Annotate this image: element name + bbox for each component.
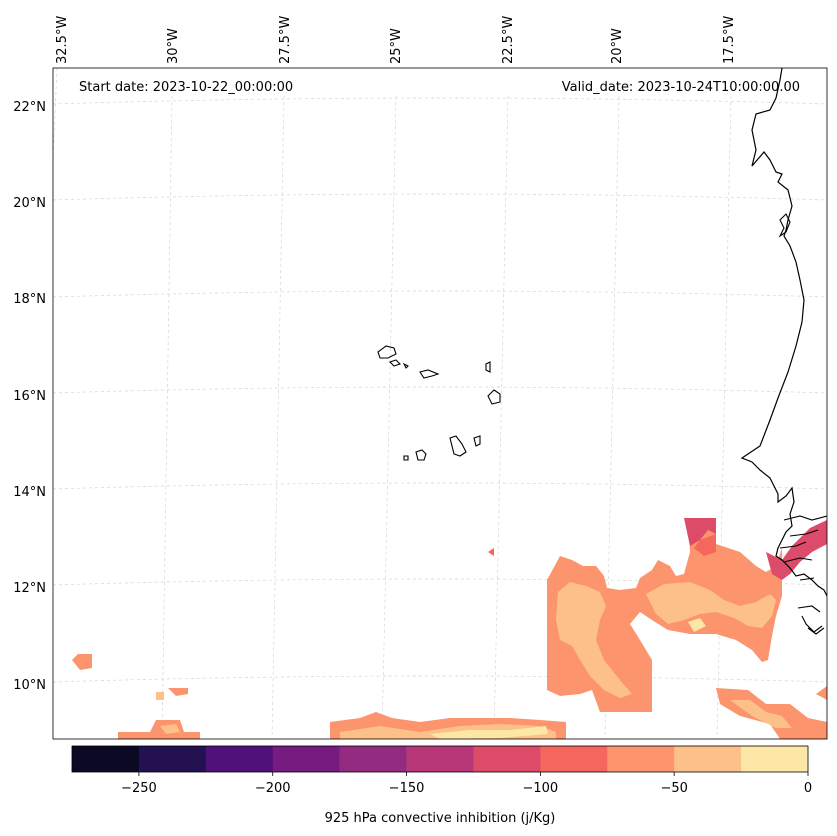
cin-region-se-bottom-right <box>816 686 827 700</box>
cape-verde-islands <box>377 345 501 461</box>
colorbar-ticks: −250 −200 −150 −100 −50 0 <box>121 772 812 796</box>
island-brava <box>403 455 409 461</box>
island-fogo <box>415 449 427 461</box>
lon-label-17-5w: 17.5°W <box>722 16 737 64</box>
colorbar-cells <box>72 746 809 772</box>
cin-region-coast-salmon <box>694 534 716 556</box>
colorbar-cell <box>540 746 608 772</box>
cin-region-se-yellow <box>688 618 706 632</box>
lat-label-22n: 22°N <box>13 100 46 115</box>
lon-label-30w: 30°W <box>166 28 181 64</box>
colorbar-tick-label: −150 <box>389 781 425 796</box>
colorbar-tick-label: −250 <box>121 781 157 796</box>
colorbar: −250 −200 −150 −100 −50 0 925 hPa convective … <box>71 745 812 826</box>
lon-label-32-5w: 32.5°W <box>55 16 70 64</box>
cin-region-se-bottom-light <box>730 700 792 728</box>
cin-region-small-red <box>488 548 494 556</box>
colorbar-frame <box>71 745 809 773</box>
colorbar-cell <box>473 746 541 772</box>
lat-label-10n: 10°N <box>13 678 46 693</box>
cin-region-coast-red <box>684 518 716 546</box>
cin-region-sw-patch <box>168 688 188 696</box>
cin-region-south-yellow <box>430 726 548 739</box>
lon-label-20w: 20°W <box>610 28 625 64</box>
colorbar-cell <box>741 746 809 772</box>
island-santiago <box>449 435 467 457</box>
coastline-detail-2 <box>779 515 827 563</box>
lon-label-27-5w: 27.5°W <box>278 16 293 64</box>
colorbar-cell <box>674 746 742 772</box>
cin-region-se-light-2 <box>646 582 776 628</box>
colorbar-tick-label: −50 <box>660 781 687 796</box>
colorbar-cell <box>138 746 207 772</box>
island-sao-nicolau <box>419 369 440 379</box>
lon-label-22-5w: 22.5°W <box>501 16 516 64</box>
map-frame <box>52 67 828 740</box>
valid-date-label: Valid_date: 2023-10-24T10:00:00.00 <box>562 80 800 95</box>
colorbar-cell <box>339 746 407 772</box>
cin-region-sw-band <box>118 720 200 739</box>
cin-region-se-light-1 <box>556 582 632 698</box>
island-sal <box>485 361 491 373</box>
lat-label-12n: 12°N <box>13 581 46 596</box>
island-santo-antao <box>377 345 397 359</box>
colorbar-cell <box>72 746 140 772</box>
cin-region-west-patch <box>72 654 92 670</box>
africa-coastline <box>740 68 827 597</box>
map-background <box>53 68 827 739</box>
longitude-labels: 32.5°W 30°W 27.5°W 25°W 22.5°W 20°W 17.5… <box>55 16 737 64</box>
colorbar-title: 925 hPa convective inhibition (j/Kg) <box>325 811 556 826</box>
island-santa-luzia <box>402 362 409 369</box>
cin-contours <box>72 518 827 739</box>
lat-label-14n: 14°N <box>13 485 46 500</box>
island-sao-vicente <box>388 359 402 367</box>
lat-label-20n: 20°N <box>13 196 46 211</box>
latitude-labels: 22°N 20°N 18°N 16°N 14°N 12°N 10°N <box>13 100 46 693</box>
lat-label-16n: 16°N <box>13 389 46 404</box>
map-panel: Start date: 2023-10-22_00:00:00 Valid_da… <box>52 67 828 740</box>
cin-region-sw-light <box>160 724 180 734</box>
lon-label-25w: 25°W <box>389 28 404 64</box>
colorbar-tick-label: −200 <box>255 781 291 796</box>
colorbar-tick-label: 0 <box>804 781 812 796</box>
island-maio <box>473 435 481 447</box>
start-date-label: Start date: 2023-10-22_00:00:00 <box>79 80 293 95</box>
cin-region-coast-red-2 <box>766 520 827 580</box>
colorbar-cell <box>607 746 675 772</box>
colorbar-cell <box>205 746 274 772</box>
colorbar-tick-label: −100 <box>523 781 559 796</box>
island-boa-vista <box>487 389 501 405</box>
cin-region-sw-patch-2 <box>156 692 164 700</box>
coastline-detail-1 <box>778 213 791 238</box>
colorbar-cell <box>272 746 340 772</box>
coastline-detail-3 <box>797 577 825 635</box>
colorbar-cell <box>406 746 474 772</box>
lat-label-18n: 18°N <box>13 292 46 307</box>
